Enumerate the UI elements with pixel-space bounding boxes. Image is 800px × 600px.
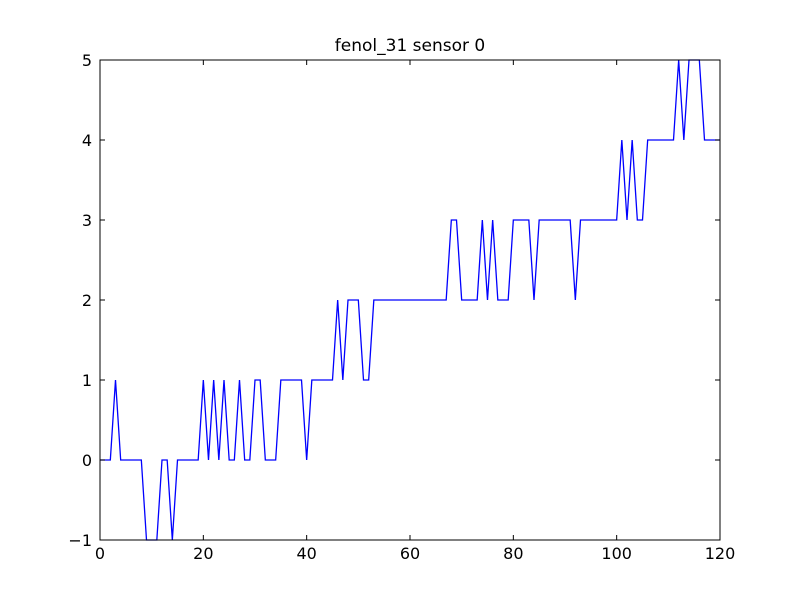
y-tick-label: 2	[82, 291, 92, 310]
y-tick-label: 5	[82, 51, 92, 70]
series-line-0	[100, 59, 720, 541]
y-tick-label: 4	[82, 131, 92, 150]
y-tick-label: 3	[82, 211, 92, 230]
x-tick-label: 100	[601, 544, 632, 563]
y-tick-label: 1	[82, 371, 92, 390]
x-tick-label: 80	[503, 544, 523, 563]
x-tick-label: 40	[296, 544, 316, 563]
x-tick-label: 0	[95, 544, 105, 563]
x-tick-label: 60	[400, 544, 420, 563]
x-tick-label: 120	[705, 544, 736, 563]
y-tick-label: −1	[68, 531, 92, 550]
y-tick-label: 0	[82, 451, 92, 470]
series-layer	[100, 59, 720, 541]
chart-title: fenol_31 sensor 0	[335, 36, 485, 56]
x-tick-label: 20	[193, 544, 213, 563]
plot-frame	[99, 59, 721, 541]
